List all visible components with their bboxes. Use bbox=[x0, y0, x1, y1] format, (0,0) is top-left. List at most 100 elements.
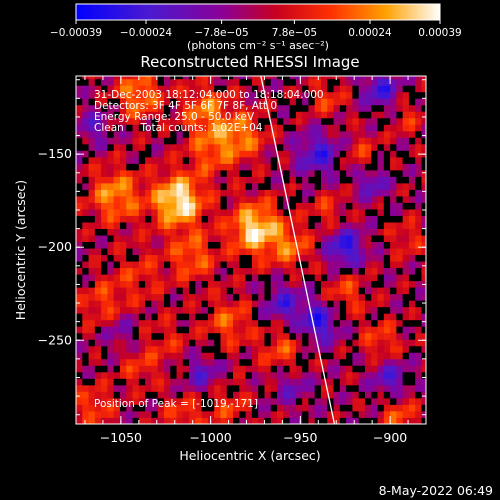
heatmap-cell bbox=[132, 254, 140, 262]
heatmap-cell bbox=[170, 124, 177, 132]
heatmap-cell bbox=[163, 183, 171, 190]
heatmap-cell bbox=[119, 222, 127, 229]
heatmap-cell bbox=[239, 176, 247, 184]
heatmap-cell bbox=[314, 228, 322, 236]
heatmap-cell bbox=[289, 378, 297, 386]
heatmap-cell bbox=[415, 287, 422, 295]
heatmap-cell bbox=[113, 111, 121, 119]
heatmap-cell bbox=[233, 130, 240, 138]
heatmap-cell bbox=[302, 417, 309, 424]
heatmap-cell bbox=[82, 189, 89, 197]
heatmap-cell bbox=[151, 345, 159, 353]
heatmap-cell bbox=[302, 332, 309, 340]
heatmap-cell bbox=[321, 78, 328, 86]
heatmap-cell bbox=[364, 261, 372, 269]
heatmap-cell bbox=[245, 111, 253, 119]
heatmap-cell bbox=[258, 352, 265, 360]
heatmap-cell bbox=[371, 300, 378, 308]
heatmap-cell bbox=[157, 98, 165, 106]
heatmap-cell bbox=[258, 78, 265, 86]
heatmap-cell bbox=[201, 306, 209, 314]
heatmap-cell bbox=[364, 163, 372, 171]
heatmap-cell bbox=[333, 215, 341, 223]
heatmap-cell bbox=[289, 404, 297, 412]
heatmap-cell bbox=[126, 104, 133, 112]
heatmap-cell bbox=[346, 156, 353, 164]
heatmap-cell bbox=[364, 111, 372, 119]
heatmap-cell bbox=[327, 293, 334, 301]
heatmap-cell bbox=[289, 163, 297, 171]
heatmap-cell bbox=[321, 104, 328, 112]
heatmap-cell bbox=[126, 404, 133, 412]
heatmap-cell bbox=[214, 202, 221, 210]
heatmap-cell bbox=[233, 339, 240, 347]
heatmap-cell bbox=[94, 111, 102, 119]
heatmap-cell bbox=[321, 300, 328, 308]
heatmap-cell bbox=[220, 248, 228, 256]
heatmap-cell bbox=[88, 300, 96, 308]
heatmap-cell bbox=[283, 345, 290, 353]
heatmap-cell bbox=[101, 235, 108, 243]
heatmap-cell bbox=[333, 300, 341, 308]
heatmap-cell bbox=[182, 176, 190, 184]
heatmap-cell bbox=[321, 228, 328, 236]
heatmap-cell bbox=[145, 332, 152, 340]
heatmap-cell bbox=[421, 397, 426, 405]
heatmap-cell bbox=[321, 248, 328, 256]
heatmap-cell bbox=[352, 209, 360, 216]
heatmap-cell bbox=[396, 404, 404, 412]
heatmap-cell bbox=[308, 215, 316, 223]
heatmap-cell bbox=[283, 241, 290, 249]
heatmap-cell bbox=[132, 209, 140, 216]
heatmap-cell bbox=[346, 169, 353, 177]
heatmap-cell bbox=[176, 319, 184, 327]
heatmap-cell bbox=[207, 306, 215, 314]
heatmap-cell bbox=[327, 222, 334, 229]
heatmap-cell bbox=[358, 267, 366, 275]
heatmap-cell bbox=[182, 76, 190, 80]
heatmap-cell bbox=[364, 196, 372, 203]
heatmap-cell bbox=[101, 98, 108, 106]
heatmap-cell bbox=[302, 261, 309, 269]
heatmap-cell bbox=[358, 339, 366, 347]
heatmap-cell bbox=[195, 156, 203, 164]
heatmap-cell bbox=[201, 391, 209, 399]
heatmap-cell bbox=[107, 352, 115, 360]
heatmap-cell bbox=[408, 228, 416, 236]
heatmap-cell bbox=[163, 124, 171, 132]
heatmap-cell bbox=[82, 98, 89, 106]
heatmap-cell bbox=[283, 358, 290, 366]
heatmap-cell bbox=[327, 332, 334, 340]
heatmap-cell bbox=[415, 130, 422, 138]
heatmap-cell bbox=[145, 287, 152, 295]
heatmap-cell bbox=[358, 313, 366, 321]
heatmap-cell bbox=[119, 352, 127, 360]
heatmap-cell bbox=[383, 371, 391, 379]
heatmap-cell bbox=[170, 267, 177, 275]
heatmap-cell bbox=[415, 313, 422, 321]
heatmap-cell bbox=[270, 241, 278, 249]
heatmap-cell bbox=[371, 215, 378, 223]
heatmap-cell bbox=[82, 176, 89, 184]
heatmap-cell bbox=[358, 150, 366, 158]
heatmap-cell bbox=[182, 345, 190, 353]
heatmap-cell bbox=[176, 313, 184, 321]
heatmap-cell bbox=[195, 274, 203, 282]
heatmap-cell bbox=[245, 104, 253, 112]
heatmap-cell bbox=[371, 117, 378, 125]
heatmap-cell bbox=[145, 365, 152, 373]
heatmap-cell bbox=[302, 345, 309, 353]
heatmap-cell bbox=[339, 85, 347, 93]
heatmap-cell bbox=[113, 358, 121, 366]
heatmap-cell bbox=[321, 76, 328, 80]
heatmap-cell bbox=[302, 404, 309, 412]
heatmap-cell bbox=[82, 261, 89, 269]
heatmap-cell bbox=[107, 319, 115, 327]
heatmap-cell bbox=[251, 176, 259, 184]
heatmap-cell bbox=[119, 202, 127, 210]
heatmap-cell bbox=[371, 254, 378, 262]
heatmap-cell bbox=[101, 313, 108, 321]
heatmap-cell bbox=[402, 143, 410, 151]
heatmap-cell bbox=[76, 76, 83, 80]
heatmap-cell bbox=[132, 319, 140, 327]
